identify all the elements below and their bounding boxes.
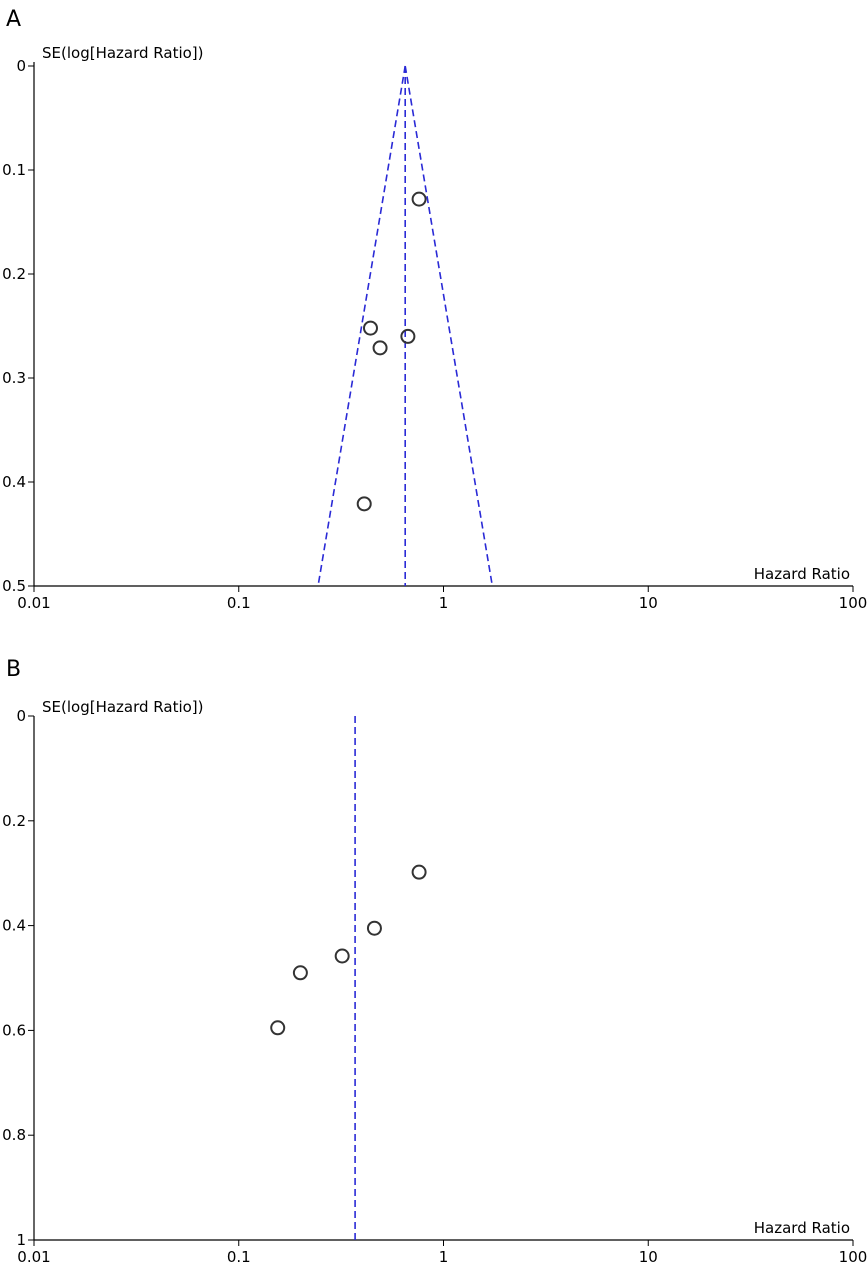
y-axis-title-b: SE(log[Hazard Ratio]): [42, 698, 204, 716]
x-axis-title-a: Hazard Ratio: [754, 565, 850, 583]
panel-label-b: B: [6, 657, 21, 682]
study-point-a: [411, 191, 427, 207]
y-tick-label-a: 0.3: [2, 369, 26, 387]
funnel-left-limit-a: [317, 65, 406, 587]
x-tick-label-b: 100: [839, 1248, 868, 1264]
x-tick-label-b: 0.01: [17, 1248, 50, 1264]
plot-marks-a: 0 0.1 0.2 0.3 0.4 0.50.01 0.1 1 10 100: [2, 57, 867, 612]
study-point-b: [292, 965, 308, 981]
y-tick-label-b: 0: [16, 707, 26, 725]
x-tick-label-b: 0.1: [227, 1248, 251, 1264]
study-point-b: [270, 1020, 286, 1036]
study-point-a: [356, 496, 372, 512]
y-axis-title-a: SE(log[Hazard Ratio]): [42, 44, 204, 62]
study-point-b: [411, 864, 427, 880]
y-tick-label-a: 0.1: [2, 161, 26, 179]
funnel-right-limit-a: [404, 65, 494, 587]
y-tick-label-b: 0.6: [2, 1021, 26, 1039]
study-point-a: [372, 340, 388, 356]
x-axis-title-b: Hazard Ratio: [754, 1219, 850, 1237]
y-tick-label-b: 0.8: [2, 1126, 26, 1144]
y-tick-label-a: 0.2: [2, 265, 26, 283]
plot-marks-b: 00.20.40.60.810.01 0.1 1 10 100: [2, 707, 867, 1264]
study-point-a: [362, 320, 378, 336]
y-tick-label-b: 0.2: [2, 812, 26, 830]
funnel-plot-a: A SE(log[Hazard Ratio]) Hazard Ratio 0 0.…: [2, 7, 867, 612]
y-tick-label-a: 0.5: [2, 577, 26, 595]
y-tick-label-a: 0: [16, 57, 26, 75]
x-tick-label-a: 10: [639, 594, 658, 612]
x-tick-label-b: 1: [439, 1248, 449, 1264]
funnel-plot-a-svg: A SE(log[Hazard Ratio]) Hazard Ratio 0 0.…: [2, 7, 867, 612]
x-tick-label-a: 0.01: [17, 594, 50, 612]
x-tick-label-b: 10: [639, 1248, 658, 1264]
panel-label-a: A: [6, 7, 21, 32]
x-tick-label-a: 100: [839, 594, 868, 612]
x-tick-label-a: 1: [439, 594, 449, 612]
study-point-a: [400, 328, 416, 344]
y-tick-label-b: 1: [16, 1231, 26, 1249]
y-tick-label-b: 0.4: [2, 917, 26, 935]
funnel-plot-b: B SE(log[Hazard Ratio]) Hazard Ratio 0 0.…: [0, 650, 868, 1264]
y-tick-label-a: 0.4: [2, 473, 26, 491]
x-tick-label-a: 0.1: [227, 594, 251, 612]
study-point-b: [334, 948, 350, 964]
study-point-b: [366, 920, 382, 936]
funnel-plot-b-svg: B SE(log[Hazard Ratio]) Hazard Ratio 0 0.…: [2, 657, 867, 1264]
